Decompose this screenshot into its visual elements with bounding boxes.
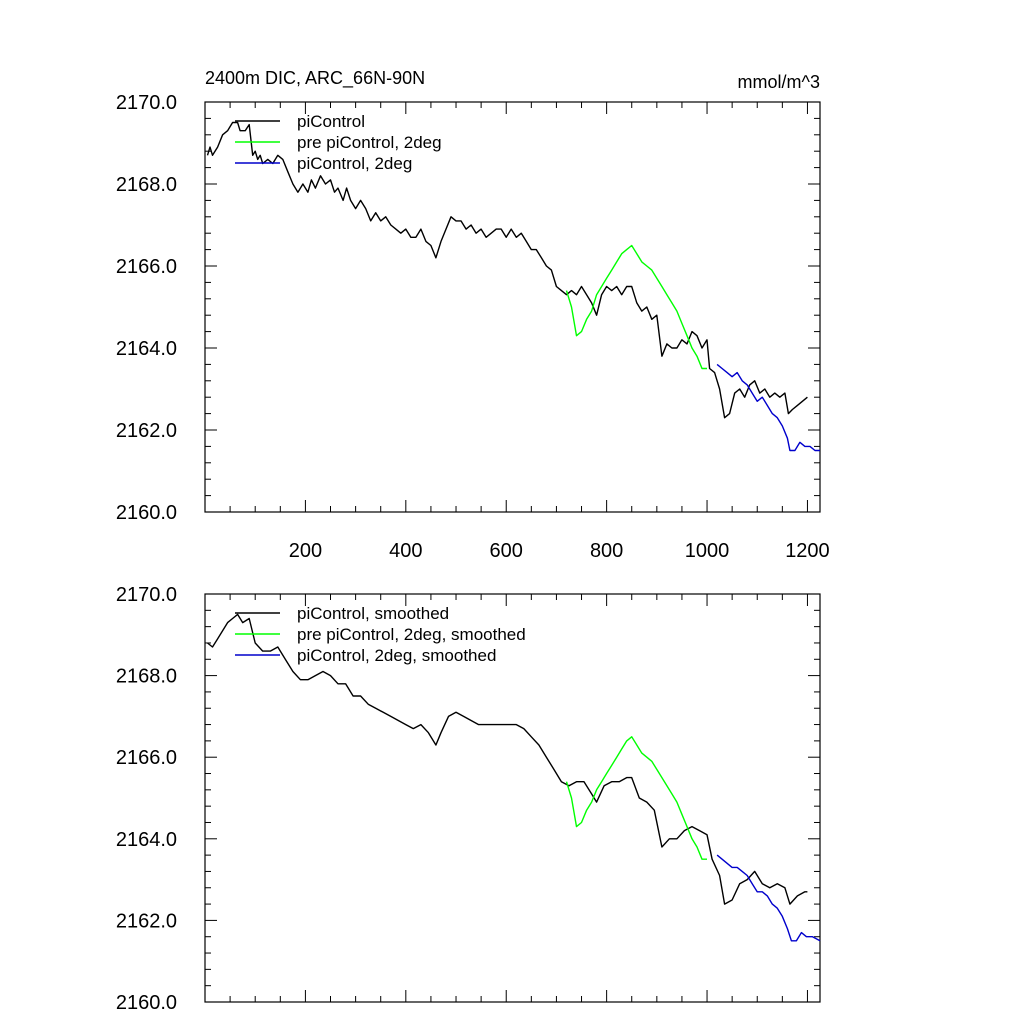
x-tick-label: 400 (389, 540, 422, 562)
y-tick-label: 2160.0 (116, 502, 177, 524)
y-tick-label: 2162.0 (116, 910, 177, 932)
series-line-3 (716, 854, 821, 942)
y-tick-label: 2160.0 (116, 992, 177, 1014)
legend-label-2: pre piControl, 2deg (297, 133, 442, 152)
y-tick-label: 2164.0 (116, 338, 177, 360)
y-tick-label: 2162.0 (116, 420, 177, 442)
y-tick-label: 2168.0 (116, 174, 177, 196)
chart-title: 2400m DIC, ARC_66N-90N (205, 68, 425, 89)
series-line-1 (207, 613, 808, 905)
y-tick-label: 2168.0 (116, 666, 177, 688)
series-line-3 (716, 363, 820, 452)
y-tick-label: 2170.0 (116, 92, 177, 114)
x-tick-label: 600 (490, 540, 523, 562)
top-panel: 2160.0 2162.0 2164.0 2166.0 2168.0 2170.0 200 4… (116, 68, 830, 562)
legend-label-3: piControl, 2deg (297, 154, 412, 173)
legend-label-2: pre piControl, 2deg, smoothed (297, 625, 526, 644)
x-tick-label: 1000 (685, 540, 730, 562)
y-tick-label: 2166.0 (116, 256, 177, 278)
legend-label-1: piControl (297, 112, 365, 131)
y-tick-label: 2166.0 (116, 747, 177, 769)
plot-frame (204, 101, 821, 513)
y-tick-label: 2164.0 (116, 829, 177, 851)
legend-label-1: piControl, smoothed (297, 604, 449, 623)
bottom-panel: 2160.0 2162.0 2164.0 2166.0 2168.0 2170.0 piCo… (116, 584, 821, 1014)
series-line-2 (565, 736, 707, 860)
units-label: mmol/m^3 (738, 72, 820, 92)
y-tick-label: 2170.0 (116, 584, 177, 606)
legend-label-3: piControl, 2deg, smoothed (297, 646, 496, 665)
x-tick-label: 200 (289, 540, 322, 562)
plot-frame (204, 593, 821, 1003)
series-line-2 (565, 244, 707, 370)
x-tick-label: 800 (590, 540, 623, 562)
x-tick-label: 1200 (785, 540, 830, 562)
series-line-1 (206, 121, 808, 419)
